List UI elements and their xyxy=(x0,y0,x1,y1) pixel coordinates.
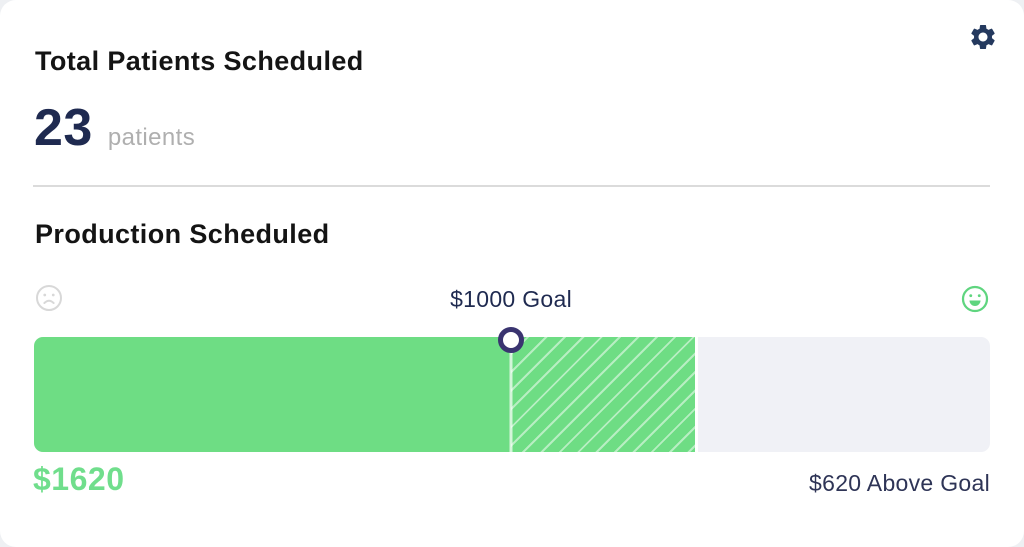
patients-title: Total Patients Scheduled xyxy=(35,46,364,76)
patients-stat: 23 patients xyxy=(34,102,195,154)
patients-count: 23 xyxy=(34,99,93,157)
happy-face-icon xyxy=(960,284,990,314)
goal-marker xyxy=(498,327,525,353)
sad-face-icon xyxy=(34,283,64,313)
goal-line xyxy=(509,337,513,452)
gauge-fill-hatched xyxy=(511,337,698,452)
goal-label: $1000 Goal xyxy=(450,286,572,312)
settings-button[interactable] xyxy=(967,21,999,53)
section-divider xyxy=(33,185,990,187)
gauge-fill-solid xyxy=(34,337,512,452)
patients-unit: patients xyxy=(107,124,196,151)
production-gauge: $1000 Goal xyxy=(34,286,990,452)
production-title: Production Scheduled xyxy=(35,219,330,249)
production-current: $1620 xyxy=(33,461,125,497)
production-delta: $620 Above Goal xyxy=(809,470,990,496)
gear-icon xyxy=(968,22,998,52)
gauge-track xyxy=(34,337,990,452)
